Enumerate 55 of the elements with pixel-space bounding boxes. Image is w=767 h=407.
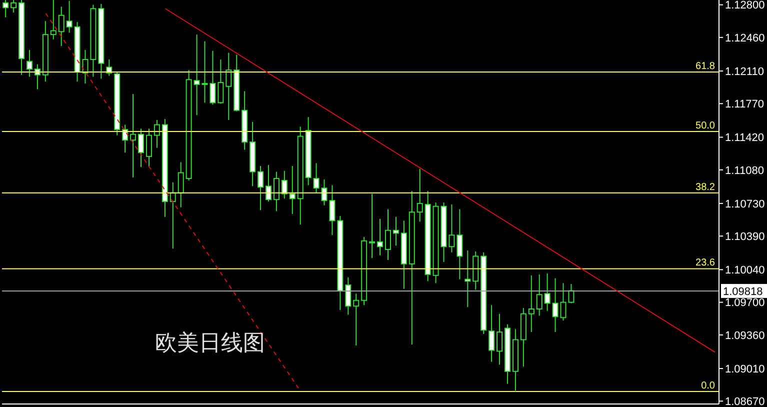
candlestick	[305, 116, 312, 186]
candlestick	[250, 121, 256, 187]
y-tick-label: 1.11770	[725, 98, 764, 111]
annotation: 61.8	[696, 60, 716, 72]
candlestick	[544, 272, 550, 312]
candlestick	[242, 90, 248, 150]
candlestick	[512, 328, 518, 392]
y-tick-label: 1.10730	[725, 198, 765, 210]
y-tick-label: 1.12800	[725, 0, 765, 12]
ref-line-label: 1.09818	[723, 286, 763, 298]
y-tick-label: 1.11080	[725, 164, 764, 177]
candlestick	[464, 250, 471, 308]
candlestick	[400, 220, 407, 290]
candlestick	[130, 94, 136, 178]
candlestick	[345, 276, 352, 316]
y-tick-label: 1.12110	[725, 66, 764, 78]
y-tick-label: 1.09700	[725, 297, 765, 310]
candlestick	[488, 304, 495, 362]
y-tick-label: 1.08670	[725, 396, 765, 407]
candlestick	[58, 6, 64, 47]
candlestick	[289, 166, 296, 214]
candlestick	[2, 0, 9, 18]
candlestick	[416, 168, 423, 222]
candlestick	[154, 119, 160, 148]
annotation: 23.6	[696, 258, 716, 269]
y-tick-label: 1.10040	[725, 264, 765, 277]
candlestick	[432, 202, 439, 284]
candlestick	[194, 34, 200, 116]
candlestick	[178, 162, 184, 208]
y-tick-label: 1.11420	[725, 132, 764, 144]
candlestick	[392, 216, 399, 246]
candlestick	[162, 118, 168, 218]
candlestick	[226, 52, 232, 120]
candlestick	[552, 278, 558, 333]
y-tick-label: 1.09010	[725, 363, 765, 376]
annotation: 欧美日线图	[155, 330, 265, 358]
candlestick	[520, 308, 526, 368]
candlestick	[377, 218, 384, 256]
candlestick	[297, 126, 304, 226]
candlestick	[18, 0, 25, 76]
y-tick-label: 1.12460	[725, 32, 765, 44]
annotation: 50.0	[696, 120, 716, 132]
candlestick	[528, 274, 534, 333]
candlestick	[496, 313, 503, 366]
candlestick	[456, 208, 463, 280]
candlestick	[258, 166, 264, 211]
y-tick-label: 1.09360	[725, 330, 765, 342]
candlestick	[408, 190, 415, 346]
candlestick	[353, 293, 360, 346]
candlestick	[74, 22, 80, 82]
candlestick	[384, 208, 391, 261]
annotation: 0.0	[701, 380, 716, 392]
candlestick	[369, 193, 376, 259]
annotation: 38.2	[696, 182, 716, 193]
y-tick-label: 1.10390	[725, 230, 765, 243]
